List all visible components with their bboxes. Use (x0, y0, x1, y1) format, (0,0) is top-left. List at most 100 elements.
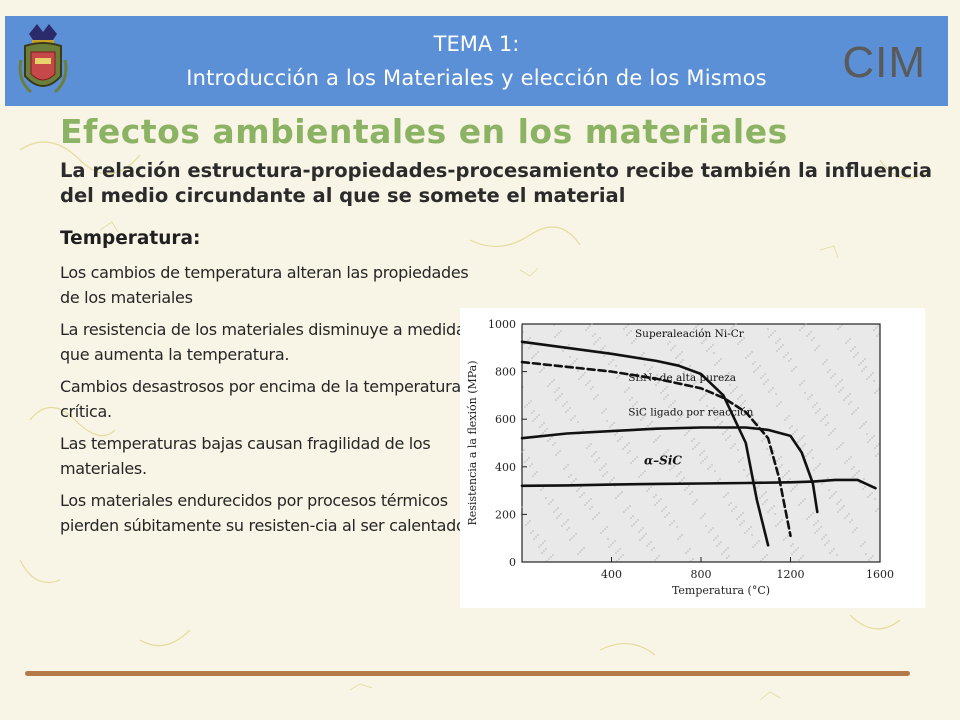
plot-stipple (619, 493, 621, 495)
plot-stipple (793, 551, 795, 553)
plot-stipple (559, 395, 561, 397)
plot-stipple (561, 393, 563, 395)
plot-stipple (630, 330, 632, 332)
plot-stipple (597, 339, 599, 341)
plot-stipple (874, 498, 876, 500)
plot-stipple (757, 422, 759, 424)
plot-stipple (661, 455, 663, 457)
plot-stipple (676, 526, 678, 528)
plot-stipple (618, 558, 620, 560)
plot-stipple (626, 334, 628, 336)
plot-stipple (625, 326, 627, 328)
plot-stipple (831, 495, 833, 497)
plot-stipple (729, 329, 731, 331)
plot-stipple (775, 393, 777, 395)
plot-stipple (788, 360, 790, 362)
plot-stipple (551, 381, 553, 383)
plot-stipple (554, 336, 556, 338)
plot-stipple (704, 458, 706, 460)
plot-stipple (820, 420, 822, 422)
plot-stipple (617, 550, 619, 552)
plot-stipple (843, 399, 845, 401)
plot-stipple (649, 368, 651, 370)
plot-stipple (547, 440, 549, 442)
plot-stipple (676, 475, 678, 477)
plot-stipple (673, 465, 675, 467)
series-label: Superaleación Ni-Cr (635, 328, 745, 340)
plot-stipple (862, 488, 864, 490)
plot-stipple (630, 517, 632, 519)
plot-stipple (739, 341, 741, 343)
plot-stipple (573, 535, 575, 537)
plot-stipple (791, 370, 793, 372)
plot-stipple (799, 329, 801, 331)
plot-stipple (620, 556, 622, 558)
plot-stipple (810, 331, 812, 333)
plot-stipple (763, 438, 765, 440)
plot-stipple (736, 518, 738, 520)
plot-stipple (779, 466, 781, 468)
plot-stipple (767, 379, 769, 381)
plot-stipple (660, 392, 662, 394)
plot-stipple (705, 525, 707, 527)
plot-stipple (646, 490, 648, 492)
plot-stipple (874, 447, 876, 449)
plot-stipple (873, 435, 875, 437)
plot-stipple (809, 451, 811, 453)
plot-stipple (778, 458, 780, 460)
plot-stipple (699, 454, 701, 456)
y-tick-label: 200 (495, 508, 516, 521)
plot-stipple (743, 469, 745, 471)
plot-stipple (838, 446, 840, 448)
plot-stipple (790, 358, 792, 360)
plot-stipple (848, 403, 850, 405)
plot-stipple (604, 473, 606, 475)
plot-stipple (829, 552, 831, 554)
plot-stipple (787, 352, 789, 354)
header-topic: TEMA 1: (433, 32, 520, 56)
plot-stipple (629, 505, 631, 507)
plot-stipple (850, 350, 852, 352)
plot-stipple (690, 560, 692, 562)
plot-stipple (844, 462, 846, 464)
plot-stipple (735, 506, 737, 508)
plot-stipple (578, 488, 580, 490)
plot-stipple (821, 483, 823, 485)
plot-stipple (818, 345, 820, 347)
plot-stipple (689, 548, 691, 550)
plot-stipple (733, 508, 735, 510)
plot-stipple (610, 544, 612, 546)
plot-stipple (588, 500, 590, 502)
plot-stipple (713, 407, 715, 409)
plot-stipple (850, 456, 852, 458)
plot-stipple (827, 422, 829, 424)
plot-stipple (586, 447, 588, 449)
plot-stipple (851, 519, 853, 521)
plot-stipple (578, 378, 580, 380)
plot-stipple (608, 363, 610, 365)
plot-stipple (716, 545, 718, 547)
plot-stipple (875, 510, 877, 512)
plot-stipple (681, 534, 683, 536)
plot-stipple (627, 324, 629, 326)
plot-stipple (648, 543, 650, 545)
plot-stipple (524, 461, 526, 463)
plot-stipple (777, 523, 779, 525)
plot-stipple (542, 432, 544, 434)
plot-stipple (755, 369, 757, 371)
plot-stipple (719, 478, 721, 480)
plot-stipple (742, 402, 744, 404)
plot-stipple (591, 506, 593, 508)
series-line (520, 478, 877, 490)
plot-stipple (756, 487, 758, 489)
plot-stipple (875, 327, 877, 329)
plot-stipple (721, 553, 723, 555)
plot-stipple (715, 537, 717, 539)
plot-stipple (705, 338, 707, 340)
plot-stipple (728, 555, 730, 557)
plot-stipple (804, 498, 806, 500)
plot-area (521, 323, 881, 563)
plot-stipple (728, 372, 730, 374)
plot-stipple (589, 325, 591, 327)
plot-stipple (711, 409, 713, 411)
